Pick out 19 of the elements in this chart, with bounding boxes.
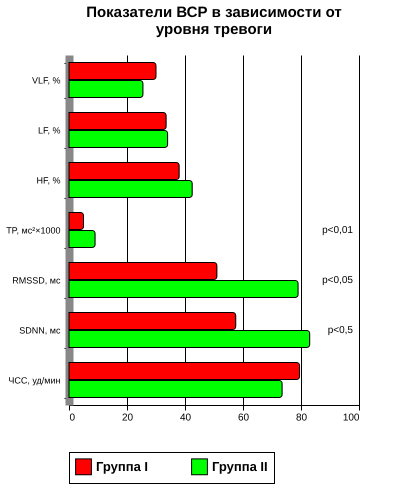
legend-label: Группа II xyxy=(212,458,268,474)
y-tick-label: ЧСС, уд/мин xyxy=(8,376,61,386)
chart-title: Показатели ВСР в зависимости от уровня тревоги xyxy=(86,4,342,38)
y-tick-label: TP, мс²×1000 xyxy=(6,226,60,236)
x-tick-label: 20 xyxy=(122,412,134,424)
y-tick-label: RMSSD, мс xyxy=(12,276,61,286)
annotation: p<0,05 xyxy=(322,275,354,286)
annotation: p<0,5 xyxy=(328,325,354,336)
y-tick-label: VLF, % xyxy=(32,76,60,86)
y-tick-label: HF, % xyxy=(36,176,60,186)
legend-label: Группа I xyxy=(96,458,148,474)
y-tick-label: SDNN, мс xyxy=(19,326,61,336)
x-tick-label: 0 xyxy=(70,412,76,424)
y-tick-label: LF, % xyxy=(38,126,60,136)
annotation: p<0,01 xyxy=(322,225,354,236)
x-tick-label: 100 xyxy=(342,412,360,424)
x-tick-label: 60 xyxy=(238,412,250,424)
x-tick-label: 80 xyxy=(296,412,308,424)
x-tick-label: 40 xyxy=(180,412,192,424)
